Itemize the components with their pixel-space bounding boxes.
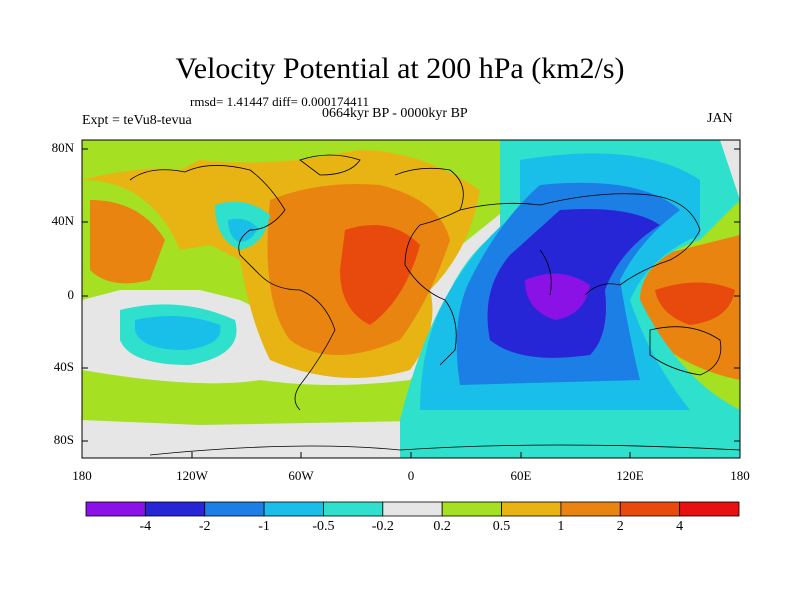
y-label-0: 0 [67, 287, 75, 302]
colorbar-swatch-2 [204, 501, 265, 517]
positive-max-atlantic [340, 225, 420, 325]
colorbar-label: -2 [198, 519, 211, 534]
colorbar-swatch-8 [560, 501, 621, 517]
x-label-120e: 120E [616, 468, 644, 483]
map-panel [82, 140, 740, 458]
colorbar-label: 2 [616, 519, 624, 534]
y-label-40s: 40S [53, 359, 74, 374]
colorbar-label: -0.5 [312, 519, 335, 534]
x-label-180w: 180 [72, 468, 92, 483]
colorbar-swatch-7 [501, 501, 562, 517]
colorbar-swatch-9 [619, 501, 681, 517]
x-label-0: 0 [407, 468, 415, 483]
negative-min [525, 273, 590, 320]
x-label-60e: 60E [510, 468, 532, 483]
colorbar-swatch-6 [441, 501, 502, 517]
y-label-40n: 40N [51, 213, 74, 228]
positive-region-south [82, 330, 480, 425]
colorbar-swatch-4 [323, 501, 384, 517]
x-label-120w: 120W [176, 468, 208, 483]
x-label-180e: 180 [730, 468, 750, 483]
axis-ticks [82, 148, 740, 458]
colorbar [85, 501, 740, 517]
colorbar-label: -4 [139, 519, 152, 534]
stats-label: rmsd= 1.41447 diff= 0.000174411 [190, 94, 369, 109]
coastlines [129, 154, 740, 456]
experiment-label: Expt = teVu8-tevua [82, 113, 192, 128]
negative-blob-south-pacific-inner [135, 316, 221, 350]
plot-title: Velocity Potential at 200 hPa (km2/s) [175, 52, 625, 85]
month-label: JAN [707, 111, 733, 126]
negative-blob-gulf-inner [228, 218, 258, 242]
colorbar-swatch-5 [382, 501, 443, 517]
colorbar-label: 0.2 [433, 519, 451, 534]
colorbar-label: 4 [676, 519, 684, 534]
colorbar-label: 1 [557, 519, 565, 534]
colorbar-label: -1 [258, 519, 270, 534]
colorbar-swatch-1 [144, 501, 206, 517]
colorbar-swatch-3 [263, 501, 324, 517]
positive-max-pacific [655, 282, 735, 325]
colorbar-label: -0.2 [371, 519, 394, 534]
colorbar-label: 0.5 [492, 519, 511, 534]
period-label: 0664kyr BP - 0000kyr BP [322, 106, 468, 121]
colorbar-swatch-0 [85, 501, 146, 517]
x-label-60w: 60W [288, 468, 314, 483]
positive-region-west-pacific [90, 200, 165, 284]
y-label-80n: 80N [51, 140, 74, 155]
colorbar-swatch-10 [679, 501, 740, 517]
y-label-80s: 80S [53, 432, 74, 447]
